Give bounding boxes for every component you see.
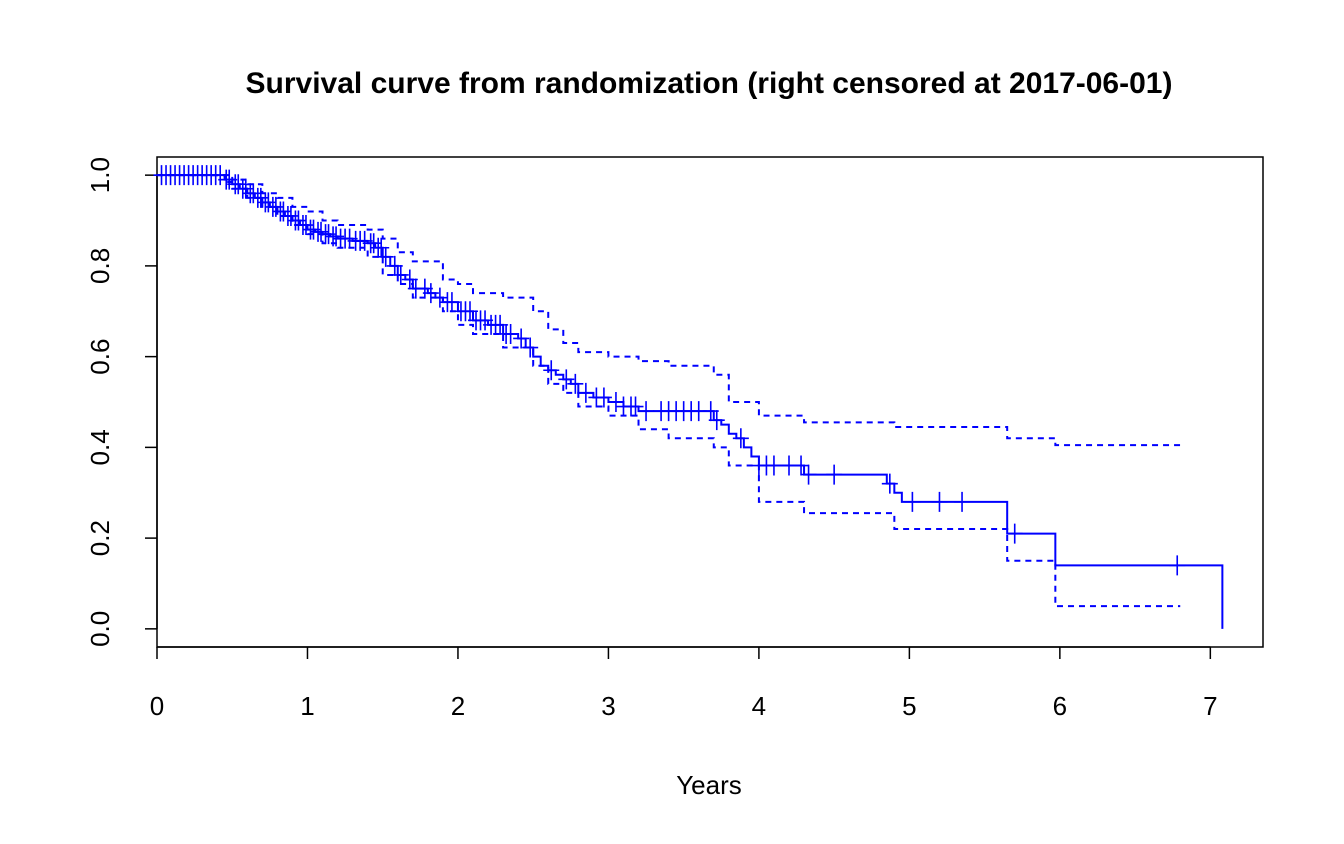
x-tick-label: 6 [1053, 691, 1067, 721]
censor-mark [365, 233, 382, 254]
censor-mark [732, 428, 749, 449]
y-tick-label: 0.4 [85, 429, 115, 465]
y-axis: 0.0 0.2 0.4 0.6 0.8 1.0 [85, 157, 158, 647]
censor-mark [567, 373, 584, 394]
censor-mark [607, 392, 624, 412]
censor-mark [282, 205, 299, 226]
x-tick-label: 1 [300, 691, 314, 721]
censor-mark [275, 201, 292, 222]
x-tick-label: 4 [752, 691, 766, 721]
x-tick-label: 2 [451, 691, 465, 721]
censor-mark [422, 283, 439, 304]
censor-mark [297, 215, 314, 236]
censor-mark [392, 264, 409, 285]
censor-mark [595, 387, 612, 408]
censor-mark [290, 210, 307, 231]
survival-curves [157, 174, 1224, 629]
censor-mark [305, 219, 322, 240]
censor-mark [502, 323, 519, 344]
censor-marks [153, 165, 1186, 576]
censor-mark [328, 226, 345, 247]
censor-mark [558, 369, 575, 390]
y-tick-label: 0.0 [85, 611, 115, 647]
chart-title: Survival curve from randomization (right… [246, 67, 1173, 100]
censor-mark [522, 337, 539, 358]
censor-mark [1169, 555, 1186, 576]
censor-mark [245, 183, 262, 204]
x-axis: 0 1 2 3 4 5 6 7 [150, 646, 1218, 721]
censor-mark [931, 491, 948, 512]
y-tick-label: 0.8 [85, 248, 115, 284]
x-tick-label: 7 [1203, 691, 1217, 721]
censor-mark [800, 464, 817, 485]
censor-mark [627, 396, 644, 417]
y-tick-label: 0.6 [85, 339, 115, 375]
x-axis-label: Years [676, 770, 742, 800]
censor-mark [954, 491, 971, 512]
censor-mark [313, 221, 330, 242]
censor-mark [252, 187, 269, 208]
censor-mark [793, 455, 810, 476]
y-tick-label: 0.2 [85, 520, 115, 556]
censor-mark [708, 410, 725, 431]
censor-mark [765, 455, 782, 476]
upper-ci-curve [157, 174, 1181, 447]
censor-mark [237, 178, 254, 199]
censor-mark [904, 491, 921, 512]
censor-mark [373, 237, 390, 258]
censor-mark [543, 360, 560, 381]
censor-mark [443, 292, 460, 313]
y-tick-label: 1.0 [85, 157, 115, 193]
censor-mark [260, 192, 277, 213]
censor-mark [267, 196, 284, 217]
censor-mark [431, 287, 448, 308]
x-tick-label: 3 [601, 691, 615, 721]
censor-mark [826, 464, 843, 485]
censor-mark [638, 401, 655, 422]
censor-mark [230, 174, 247, 195]
censor-mark [577, 382, 594, 403]
censor-mark [1006, 523, 1023, 544]
censor-mark [881, 473, 898, 494]
censor-mark [513, 328, 530, 349]
censor-mark [377, 246, 394, 267]
x-tick-label: 5 [902, 691, 916, 721]
lower-ci-curve [157, 174, 1181, 608]
survival-curve [157, 174, 1224, 629]
x-tick-label: 0 [150, 691, 164, 721]
censor-mark [320, 224, 337, 245]
